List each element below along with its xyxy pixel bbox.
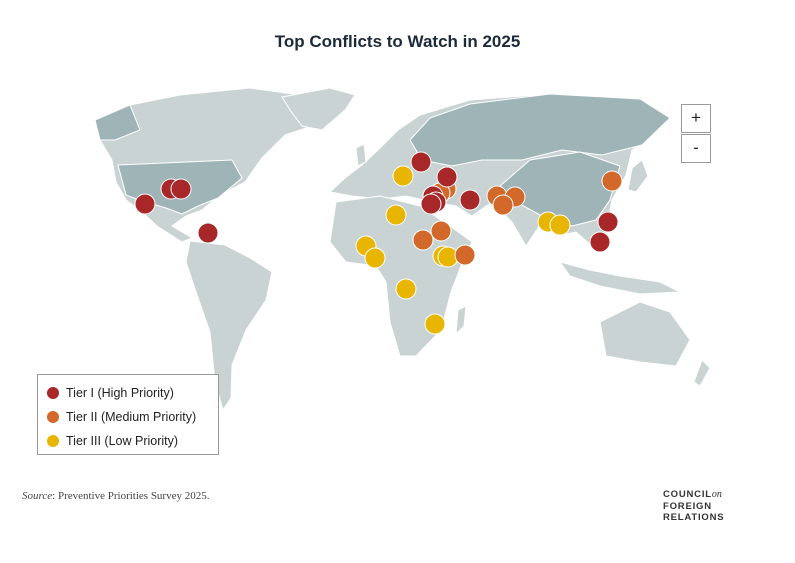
conflict-marker[interactable] (412, 229, 434, 251)
legend-item: Tier I (High Priority) (47, 385, 174, 401)
greenland (281, 87, 356, 131)
conflict-marker[interactable] (597, 211, 619, 233)
conflict-marker[interactable] (197, 222, 219, 244)
legend-label: Tier II (Medium Priority) (66, 410, 197, 424)
cfr-logo: COUNCILon FOREIGN RELATIONS (663, 489, 724, 524)
conflict-marker[interactable] (492, 194, 514, 216)
legend-item: Tier II (Medium Priority) (47, 409, 196, 425)
legend-swatch (47, 387, 59, 399)
source-note: Source: Preventive Priorities Survey 202… (22, 490, 209, 502)
russia (409, 93, 671, 167)
conflict-marker[interactable] (134, 193, 156, 215)
south-america (185, 240, 273, 412)
new-zealand (693, 359, 711, 387)
indonesia (558, 261, 682, 295)
conflict-marker[interactable] (424, 313, 446, 335)
legend-swatch (47, 411, 59, 423)
uk (355, 143, 367, 167)
source-label: Source (22, 490, 53, 502)
alaska (94, 104, 141, 141)
logo-line: FOREIGN (663, 500, 712, 512)
legend-item: Tier III (Low Priority) (47, 433, 178, 449)
legend-label: Tier III (Low Priority) (66, 434, 179, 448)
conflict-marker[interactable] (436, 166, 458, 188)
conflict-marker[interactable] (170, 178, 192, 200)
conflict-marker[interactable] (601, 170, 623, 192)
conflict-marker[interactable] (589, 231, 611, 253)
logo-line: COUNCILon (663, 489, 724, 501)
japan (627, 159, 649, 193)
madagascar (455, 305, 467, 336)
legend: Tier I (High Priority) Tier II (Medium P… (37, 374, 219, 455)
legend-swatch (47, 435, 59, 447)
conflict-marker[interactable] (364, 247, 386, 269)
conflict-marker[interactable] (410, 151, 432, 173)
conflict-marker[interactable] (385, 204, 407, 226)
conflict-marker[interactable] (549, 214, 571, 236)
zoom-out-button[interactable]: - (681, 134, 711, 163)
map-title: Top Conflicts to Watch in 2025 (274, 32, 521, 51)
conflict-marker[interactable] (454, 244, 476, 266)
australia (599, 301, 691, 367)
china (499, 151, 621, 227)
logo-word: COUNCIL (663, 489, 712, 500)
logo-line: RELATIONS (663, 512, 725, 523)
conflict-marker[interactable] (392, 165, 414, 187)
zoom-in-button[interactable]: + (681, 104, 711, 133)
logo-word: on (711, 489, 722, 500)
legend-label: Tier I (High Priority) (66, 386, 174, 400)
source-text: : Preventive Priorities Survey 2025. (52, 490, 210, 502)
conflict-marker[interactable] (395, 278, 417, 300)
conflict-marker[interactable] (420, 193, 442, 215)
conflict-marker[interactable] (430, 220, 452, 242)
conflict-marker[interactable] (459, 189, 481, 211)
